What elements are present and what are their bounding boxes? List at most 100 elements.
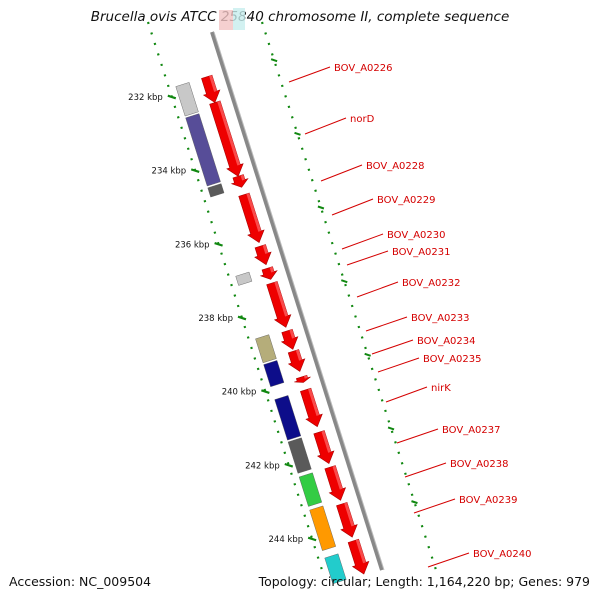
gene-arrow-highlight <box>344 502 355 527</box>
chromosome-backbone-highlight <box>213 31 385 571</box>
gene-leader-line <box>304 117 347 135</box>
kbp-tick <box>167 94 177 100</box>
gene-leader-line <box>320 164 363 182</box>
kbp-label: 236 kbp <box>175 240 210 250</box>
forward-gene-arrow <box>266 281 292 328</box>
outer-dotted-track <box>260 21 438 571</box>
gene-arrow-highlight <box>355 539 366 564</box>
feature-block <box>287 437 312 474</box>
chromosome-backbone <box>210 31 384 571</box>
kbp-tick <box>284 462 294 468</box>
kbp-tick <box>190 168 200 174</box>
gene-arrow-highlight <box>217 100 241 166</box>
feature-block <box>185 113 221 187</box>
gene-leader-line <box>365 316 408 332</box>
kbp-label: 244 kbp <box>269 535 304 545</box>
feature-block <box>324 553 347 585</box>
feature-block <box>309 505 336 551</box>
kbp-label: 232 kbp <box>128 93 163 103</box>
forward-gene-arrow <box>230 174 249 188</box>
feature-block <box>207 183 225 198</box>
faded-feature-top <box>219 10 233 30</box>
outer-tick <box>317 205 325 210</box>
forward-gene-arrow <box>294 374 311 383</box>
forward-gene-arrow <box>280 328 299 350</box>
gene-label: BOV_A0232 <box>402 278 461 289</box>
gene-label: BOV_A0226 <box>334 63 393 74</box>
gene-leader-line <box>413 498 456 514</box>
gene-arrow-highlight <box>295 349 302 361</box>
feature-block <box>298 472 323 507</box>
forward-gene-arrow <box>254 244 272 266</box>
forward-gene-arrow <box>313 430 335 464</box>
gene-label: BOV_A0234 <box>417 336 476 347</box>
gene-label: BOV_A0229 <box>377 195 436 206</box>
kbp-label: 234 kbp <box>152 167 187 177</box>
gene-leader-line <box>331 198 374 216</box>
forward-gene-arrow <box>300 387 323 428</box>
kbp-label: 242 kbp <box>245 461 280 471</box>
forward-gene-arrow <box>201 74 221 104</box>
gene-arrow-highlight <box>262 244 269 254</box>
gene-label: nirK <box>431 383 451 394</box>
gene-label: BOV_A0231 <box>392 247 451 258</box>
gene-label: BOV_A0240 <box>473 549 532 560</box>
feature-block <box>255 334 277 364</box>
gene-leader-line <box>371 339 414 355</box>
outer-tick <box>364 352 371 357</box>
gene-label: BOV_A0238 <box>450 459 509 470</box>
feature-block <box>274 395 302 441</box>
forward-gene-arrow <box>324 465 347 501</box>
gene-leader-line <box>288 66 331 83</box>
gene-leader-line <box>341 233 384 250</box>
forward-gene-arrow <box>209 100 244 177</box>
gene-label: BOV_A0228 <box>366 161 425 172</box>
gene-label: BOV_A0235 <box>423 354 482 365</box>
gene-arrow-highlight <box>289 329 295 339</box>
gene-leader-line <box>404 462 447 478</box>
kbp-label: 240 kbp <box>222 388 257 398</box>
gene-label: BOV_A0237 <box>442 425 501 436</box>
feature-block <box>235 271 253 286</box>
outer-tick <box>340 279 348 284</box>
topology-label: Topology: circular; Length: 1,164,220 bp… <box>258 574 590 589</box>
outer-tick <box>411 500 418 505</box>
gene-label: BOV_A0230 <box>387 230 446 241</box>
gene-leader-line <box>385 386 428 403</box>
kbp-label: 238 kbp <box>198 314 233 324</box>
inner-dotted-track <box>146 21 324 571</box>
map-title: Brucella ovis ATCC 25840 chromosome II, … <box>90 9 510 25</box>
outer-tick <box>387 426 395 431</box>
kbp-tick <box>237 315 247 321</box>
gene-arrow-highlight <box>274 281 288 317</box>
gene-label: BOV_A0233 <box>411 313 470 324</box>
gene-leader-line <box>356 281 399 298</box>
gene-leader-line <box>427 552 470 568</box>
gene-arrow-highlight <box>209 75 217 92</box>
kbp-tick <box>261 389 270 394</box>
forward-gene-arrow <box>347 538 370 575</box>
gene-arrow-highlight <box>321 430 332 453</box>
gene-arrow-highlight <box>240 174 245 181</box>
faded-feature-top-2 <box>233 8 245 30</box>
forward-gene-arrow <box>287 349 306 372</box>
gene-arrow-highlight <box>332 465 343 490</box>
gene-arrow-highlight <box>269 266 275 273</box>
feature-block <box>175 82 199 117</box>
gene-arrow-highlight <box>308 388 320 416</box>
feature-block <box>263 360 285 388</box>
forward-gene-arrow <box>259 266 278 280</box>
gene-leader-line <box>377 357 420 373</box>
outer-tick <box>270 58 278 63</box>
gene-arrow-highlight <box>303 375 308 379</box>
kbp-tick <box>307 536 317 542</box>
outer-tick <box>294 131 301 136</box>
gene-arrow-highlight <box>246 192 262 232</box>
gene-label: norD <box>350 114 375 125</box>
forward-gene-arrow <box>238 192 265 243</box>
gene-leader-line <box>346 250 389 266</box>
gene-leader-line <box>396 428 439 444</box>
accession-label: Accession: NC_009504 <box>9 574 152 589</box>
forward-gene-arrow <box>336 501 358 538</box>
